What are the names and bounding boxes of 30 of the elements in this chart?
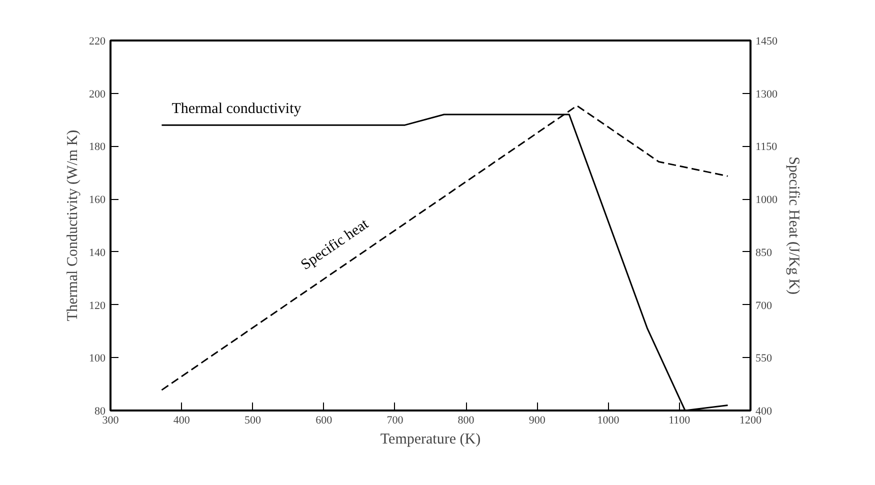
y2-tick-label: 400 xyxy=(756,406,772,418)
x-tick-label: 600 xyxy=(316,414,333,426)
x-tick-label: 400 xyxy=(173,414,190,426)
x-axis-title: Temperature (K) xyxy=(380,432,481,448)
x-tick-label: 900 xyxy=(528,414,546,426)
y2-tick-label: 1150 xyxy=(756,141,778,154)
y2-tick-label: 550 xyxy=(756,352,772,365)
y2-tick-label: 700 xyxy=(756,300,772,312)
x-tick-label: 700 xyxy=(386,414,404,426)
y-tick-label: 100 xyxy=(89,352,106,365)
y2-axis-title: Specific Heat (J/Kg K) xyxy=(786,156,802,294)
x-tick-label: 800 xyxy=(458,414,475,426)
x-tick-label: 1200 xyxy=(740,414,762,426)
y2-tick-label: 1450 xyxy=(756,36,778,48)
y-tick-label: 160 xyxy=(89,194,106,206)
x-tick-label: 1000 xyxy=(597,414,620,426)
y-tick-label: 140 xyxy=(89,246,106,259)
y-tick-label: 200 xyxy=(89,88,106,100)
y-tick-label: 180 xyxy=(89,141,106,154)
y-tick-label: 80 xyxy=(94,406,106,418)
y2-tick-label: 1300 xyxy=(756,88,778,100)
x-tick-label: 1100 xyxy=(668,414,691,426)
y-tick-label: 120 xyxy=(89,300,106,312)
y2-tick-label: 1000 xyxy=(756,194,778,206)
x-tick-label: 500 xyxy=(244,414,262,426)
y2-tick-label: 850 xyxy=(756,246,772,259)
y-axis-title: Thermal Conductivity (W/m K) xyxy=(65,130,81,322)
y-tick-label: 220 xyxy=(89,36,106,48)
x-tick-label: 300 xyxy=(102,414,120,426)
series-label: Thermal conductivity xyxy=(172,101,302,118)
